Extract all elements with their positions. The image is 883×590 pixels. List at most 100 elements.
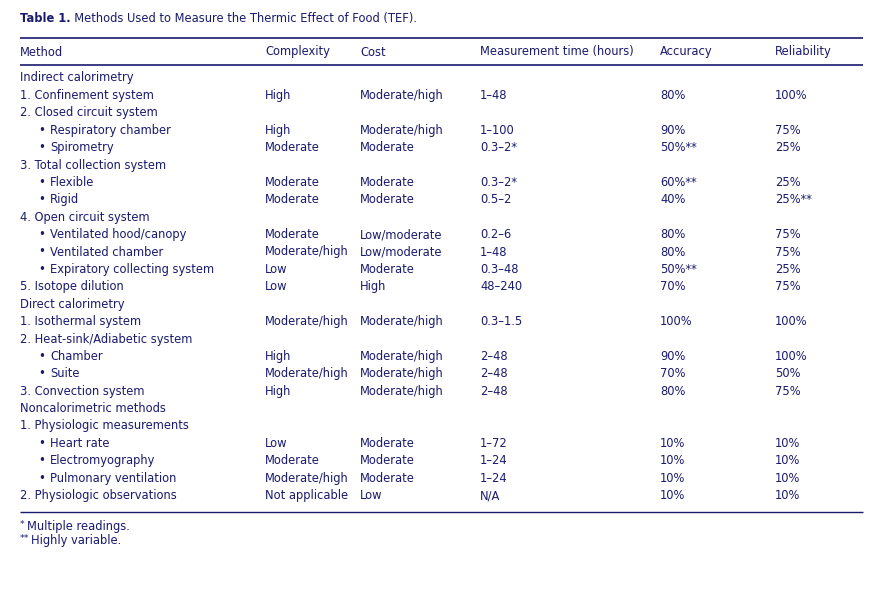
Text: •: • [38,437,45,450]
Text: Low: Low [265,263,288,276]
Text: *: * [20,520,25,529]
Text: 10%: 10% [660,471,685,485]
Text: 1–100: 1–100 [480,124,515,137]
Text: High: High [265,89,291,102]
Text: 2–48: 2–48 [480,368,508,381]
Text: 90%: 90% [660,124,685,137]
Text: Method: Method [20,45,63,58]
Text: 75%: 75% [775,385,801,398]
Text: **: ** [20,534,29,543]
Text: Moderate: Moderate [360,141,415,154]
Text: High: High [265,385,291,398]
Text: Ventilated hood/canopy: Ventilated hood/canopy [50,228,186,241]
Text: •: • [38,124,45,137]
Text: High: High [265,350,291,363]
Text: Moderate: Moderate [360,437,415,450]
Text: •: • [38,368,45,381]
Text: 70%: 70% [660,280,685,293]
Text: Moderate/high: Moderate/high [360,368,444,381]
Text: 2–48: 2–48 [480,385,508,398]
Text: Moderate: Moderate [360,263,415,276]
Text: 40%: 40% [660,194,685,206]
Text: Moderate/high: Moderate/high [265,368,349,381]
Text: 50%: 50% [775,368,801,381]
Text: Suite: Suite [50,368,79,381]
Text: Methods Used to Measure the Thermic Effect of Food (TEF).: Methods Used to Measure the Thermic Effe… [67,12,417,25]
Text: N/A: N/A [480,489,501,502]
Text: Rigid: Rigid [50,194,79,206]
Text: Highly variable.: Highly variable. [31,534,121,547]
Text: 10%: 10% [775,437,800,450]
Text: 80%: 80% [660,385,685,398]
Text: 50%**: 50%** [660,263,697,276]
Text: 10%: 10% [660,437,685,450]
Text: Low: Low [265,280,288,293]
Text: Moderate: Moderate [265,141,320,154]
Text: Moderate: Moderate [360,471,415,485]
Text: Low/moderate: Low/moderate [360,228,442,241]
Text: Ventilated chamber: Ventilated chamber [50,245,163,258]
Text: 3. Total collection system: 3. Total collection system [20,159,166,172]
Text: •: • [38,194,45,206]
Text: 1. Isothermal system: 1. Isothermal system [20,315,141,328]
Text: 25%: 25% [775,141,801,154]
Text: •: • [38,228,45,241]
Text: Indirect calorimetry: Indirect calorimetry [20,71,133,84]
Text: Moderate/high: Moderate/high [360,124,444,137]
Text: 25%**: 25%** [775,194,811,206]
Text: 25%: 25% [775,263,801,276]
Text: 1–24: 1–24 [480,454,508,467]
Text: Moderate/high: Moderate/high [265,245,349,258]
Text: Not applicable: Not applicable [265,489,348,502]
Text: 1–24: 1–24 [480,471,508,485]
Text: Moderate/high: Moderate/high [360,89,444,102]
Text: Moderate/high: Moderate/high [360,385,444,398]
Text: Moderate: Moderate [360,454,415,467]
Text: 1–48: 1–48 [480,89,508,102]
Text: 3. Convection system: 3. Convection system [20,385,145,398]
Text: Low: Low [360,489,382,502]
Text: 75%: 75% [775,245,801,258]
Text: •: • [38,454,45,467]
Text: 50%**: 50%** [660,141,697,154]
Text: Flexible: Flexible [50,176,94,189]
Text: •: • [38,245,45,258]
Text: Respiratory chamber: Respiratory chamber [50,124,171,137]
Text: 25%: 25% [775,176,801,189]
Text: Moderate/high: Moderate/high [360,350,444,363]
Text: 10%: 10% [775,454,800,467]
Text: 10%: 10% [775,489,800,502]
Text: 80%: 80% [660,228,685,241]
Text: 75%: 75% [775,280,801,293]
Text: 2–48: 2–48 [480,350,508,363]
Text: 10%: 10% [775,471,800,485]
Text: Measurement time (hours): Measurement time (hours) [480,45,634,58]
Text: 75%: 75% [775,124,801,137]
Text: 2. Closed circuit system: 2. Closed circuit system [20,106,158,119]
Text: 0.3–48: 0.3–48 [480,263,518,276]
Text: Pulmonary ventilation: Pulmonary ventilation [50,471,177,485]
Text: 80%: 80% [660,245,685,258]
Text: Moderate: Moderate [265,176,320,189]
Text: 0.2–6: 0.2–6 [480,228,511,241]
Text: •: • [38,263,45,276]
Text: Multiple readings.: Multiple readings. [27,520,130,533]
Text: 1–72: 1–72 [480,437,508,450]
Text: 0.5–2: 0.5–2 [480,194,511,206]
Text: Chamber: Chamber [50,350,102,363]
Text: Cost: Cost [360,45,386,58]
Text: Low: Low [265,437,288,450]
Text: Direct calorimetry: Direct calorimetry [20,298,125,311]
Text: 0.3–2*: 0.3–2* [480,176,517,189]
Text: •: • [38,471,45,485]
Text: 2. Heat-sink/Adiabetic system: 2. Heat-sink/Adiabetic system [20,333,192,346]
Text: Complexity: Complexity [265,45,330,58]
Text: Noncalorimetric methods: Noncalorimetric methods [20,402,166,415]
Text: •: • [38,176,45,189]
Text: Moderate/high: Moderate/high [265,471,349,485]
Text: 2. Physiologic observations: 2. Physiologic observations [20,489,177,502]
Text: Spirometry: Spirometry [50,141,114,154]
Text: 60%**: 60%** [660,176,697,189]
Text: 70%: 70% [660,368,685,381]
Text: High: High [265,124,291,137]
